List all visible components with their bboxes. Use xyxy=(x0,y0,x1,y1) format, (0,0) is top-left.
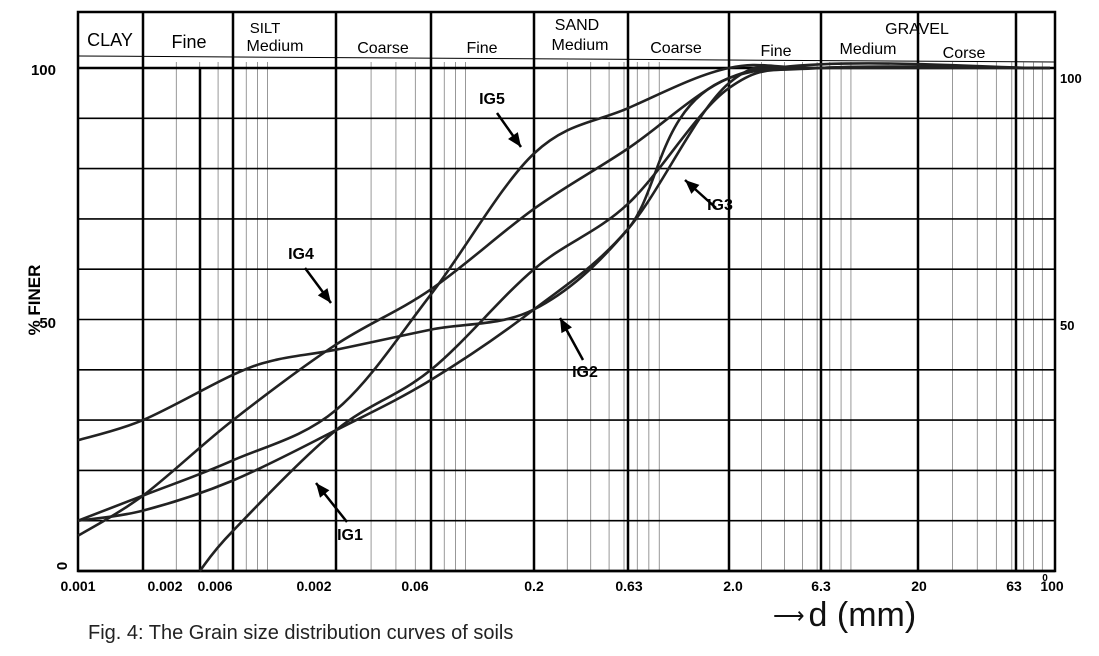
clay-label: CLAY xyxy=(87,30,133,50)
sand-medium-label: Medium xyxy=(552,37,609,54)
curve-ig4 xyxy=(77,62,1051,442)
x-tick-label: 0.002 xyxy=(147,578,182,594)
y-tick-left: 100 xyxy=(31,62,56,79)
x-tick-label: 6.3 xyxy=(811,578,831,594)
y-tick-right: 50 xyxy=(1060,318,1074,333)
gravel-corse-label: Corse xyxy=(943,45,986,62)
sand-group-label: SAND xyxy=(555,17,599,34)
curve-ig1 xyxy=(77,65,1051,522)
x-tick-label: 63 xyxy=(1006,578,1022,594)
annotation-arrowhead xyxy=(685,180,700,194)
x-tick-label: 20 xyxy=(911,578,927,594)
silt-fine-label: Fine xyxy=(171,32,206,52)
series-label-ig5: IG5 xyxy=(479,91,505,108)
annotation-arrowhead xyxy=(508,132,521,147)
series-label-ig3: IG3 xyxy=(707,197,733,214)
x-tick-label: 2.0 xyxy=(723,578,743,594)
silt-group-label: SILT xyxy=(250,20,281,37)
x-tick-label: 0 xyxy=(1042,573,1048,584)
sand-fine-label: Fine xyxy=(466,40,497,57)
x-axis-arrow-label: ⟶ d (mm) xyxy=(773,596,916,635)
x-tick-label: 0.002 xyxy=(296,578,331,594)
silt-medium-label: Medium xyxy=(247,38,304,55)
chart-grid xyxy=(76,10,1057,573)
series-label-ig1: IG1 xyxy=(337,527,363,544)
annotation-arrowhead xyxy=(316,483,330,498)
curve-ig5 xyxy=(77,63,1050,522)
figure-caption: Fig. 4: The Grain size distribution curv… xyxy=(88,622,514,644)
x-tick-label: 0.63 xyxy=(615,578,642,594)
silt-coarse-label: Coarse xyxy=(357,40,409,57)
x-tick-label: 100 xyxy=(1040,578,1064,594)
series-label-ig2: IG2 xyxy=(572,364,598,381)
sand-coarse-label: Coarse xyxy=(650,40,702,57)
gravel-group-label: GRAVEL xyxy=(885,21,949,38)
annotation-arrowhead xyxy=(560,318,572,334)
series-label-ig4: IG4 xyxy=(288,246,314,263)
gravel-medium-label: Medium xyxy=(840,41,897,58)
chart-curves xyxy=(77,62,1051,572)
annotation-arrowhead xyxy=(317,288,331,303)
grain-size-chart: IG1 IG2 IG3 IG4 IG5 CLAY SILT Fine Medium Coarse S… xyxy=(25,10,1082,594)
y-tick-right: 100 xyxy=(1060,71,1082,86)
chart-labels: IG1 IG2 IG3 IG4 IG5 CLAY SILT Fine Medium Coarse S… xyxy=(25,17,1082,594)
y-tick-left: 0 xyxy=(54,562,71,570)
y-tick-left: 50 xyxy=(39,315,56,332)
x-tick-label: 0.006 xyxy=(197,578,232,594)
gravel-fine-label: Fine xyxy=(760,43,791,60)
header-line xyxy=(77,55,1056,63)
x-tick-label: 0.001 xyxy=(60,578,95,594)
right-arrow-icon: ⟶ xyxy=(773,602,805,628)
y-axis-label: % FINER xyxy=(25,265,44,336)
d-mm-label: d (mm) xyxy=(808,596,917,634)
plot-frame xyxy=(76,10,1057,573)
x-tick-label: 0.06 xyxy=(401,578,428,594)
x-tick-label: 0.2 xyxy=(524,578,544,594)
